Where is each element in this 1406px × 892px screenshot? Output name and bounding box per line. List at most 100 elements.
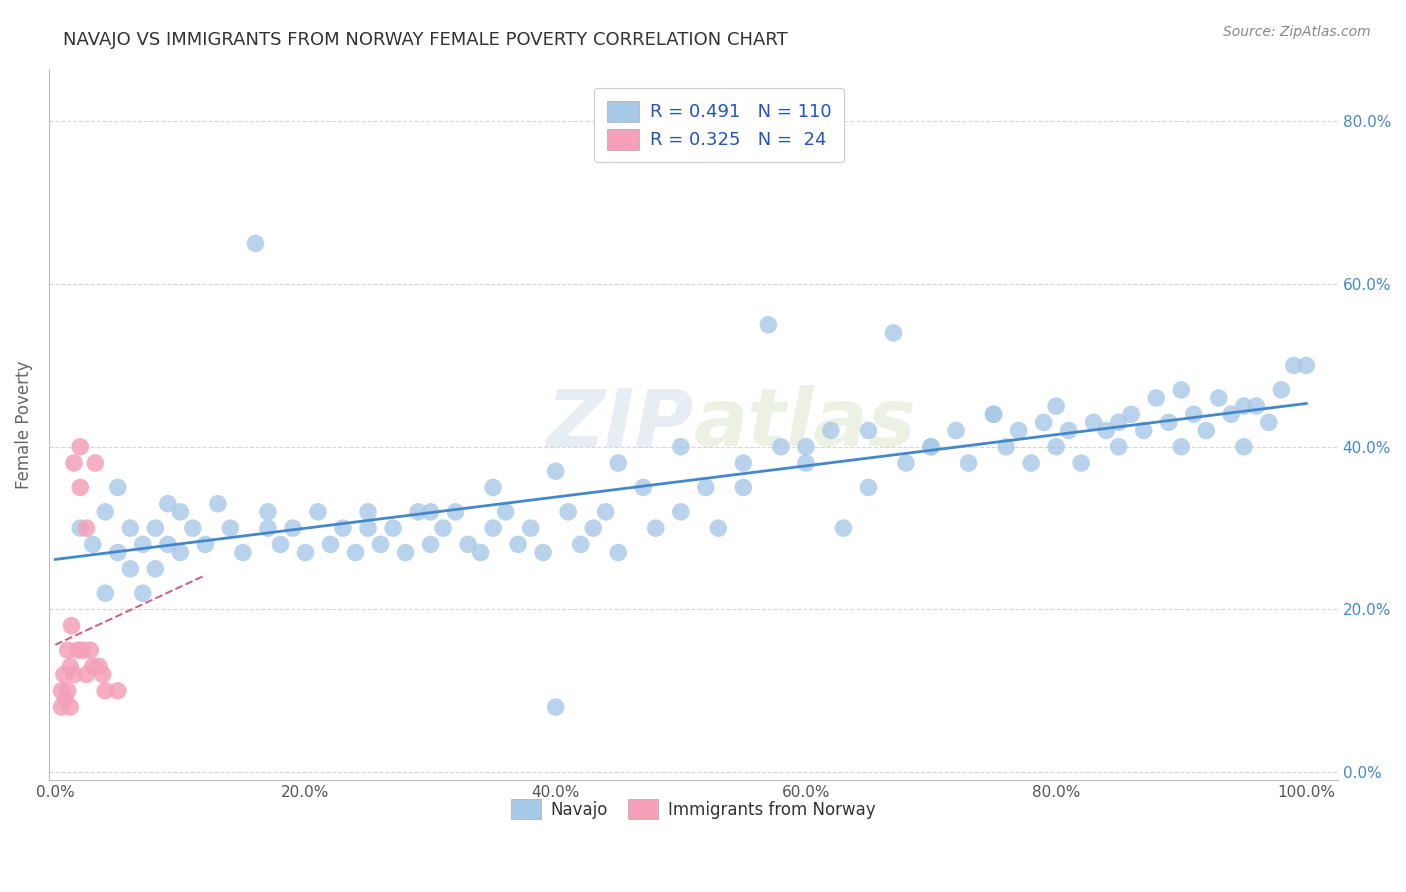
Point [394,545,416,559]
Point [419,505,441,519]
Point [595,505,617,519]
Point [91,667,114,681]
Point [60,619,83,633]
Point [169,505,191,519]
Point [406,505,429,519]
Point [53,692,76,706]
Point [219,521,242,535]
Point [56,643,79,657]
Point [1045,440,1067,454]
Point [132,586,155,600]
Point [94,586,117,600]
Point [332,521,354,535]
Point [382,521,405,535]
Point [269,537,291,551]
Point [79,643,101,657]
Point [419,537,441,551]
Point [181,521,204,535]
Point [156,537,179,551]
Point [1270,383,1292,397]
Point [495,505,517,519]
Point [94,683,117,698]
Point [669,505,692,519]
Point [607,456,630,470]
Point [983,407,1005,421]
Point [51,700,73,714]
Y-axis label: Female Poverty: Female Poverty [15,360,32,489]
Point [1121,407,1143,421]
Text: NAVAJO VS IMMIGRANTS FROM NORWAY FEMALE POVERTY CORRELATION CHART: NAVAJO VS IMMIGRANTS FROM NORWAY FEMALE … [63,31,787,49]
Point [1108,440,1130,454]
Point [156,497,179,511]
Point [695,480,717,494]
Point [1157,416,1180,430]
Point [633,480,655,494]
Point [1108,416,1130,430]
Point [63,456,86,470]
Point [482,480,505,494]
Point [820,424,842,438]
Point [132,537,155,551]
Point [307,505,329,519]
Point [59,700,82,714]
Point [344,545,367,559]
Text: ZIP: ZIP [546,385,693,464]
Point [1295,359,1317,373]
Point [508,537,530,551]
Point [432,521,454,535]
Point [1057,424,1080,438]
Point [1132,424,1154,438]
Point [69,521,91,535]
Point [107,683,129,698]
Point [59,659,82,673]
Point [1257,416,1279,430]
Point [858,480,880,494]
Text: atlas: atlas [693,385,917,464]
Point [482,521,505,535]
Point [794,456,817,470]
Point [1070,456,1092,470]
Point [1032,416,1054,430]
Point [107,545,129,559]
Legend: Navajo, Immigrants from Norway: Navajo, Immigrants from Norway [505,793,883,825]
Point [707,521,730,535]
Point [1220,407,1243,421]
Point [882,326,904,340]
Point [832,521,855,535]
Point [94,505,117,519]
Point [794,440,817,454]
Point [920,440,942,454]
Point [569,537,592,551]
Point [858,424,880,438]
Point [444,505,467,519]
Point [143,562,166,576]
Point [143,521,166,535]
Point [457,537,479,551]
Point [669,440,692,454]
Text: Source: ZipAtlas.com: Source: ZipAtlas.com [1223,25,1371,39]
Point [76,667,98,681]
Point [56,683,79,698]
Point [607,545,630,559]
Point [1282,359,1305,373]
Point [1144,391,1167,405]
Point [257,505,280,519]
Point [1083,416,1105,430]
Point [232,545,254,559]
Point [519,521,541,535]
Point [1195,424,1218,438]
Point [51,683,73,698]
Point [995,440,1018,454]
Point [1246,399,1268,413]
Point [66,643,89,657]
Point [1007,424,1029,438]
Point [69,440,91,454]
Point [557,505,579,519]
Point [76,521,98,535]
Point [544,700,567,714]
Point [1170,383,1192,397]
Point [1182,407,1205,421]
Point [1233,440,1256,454]
Point [1095,424,1118,438]
Point [1019,456,1042,470]
